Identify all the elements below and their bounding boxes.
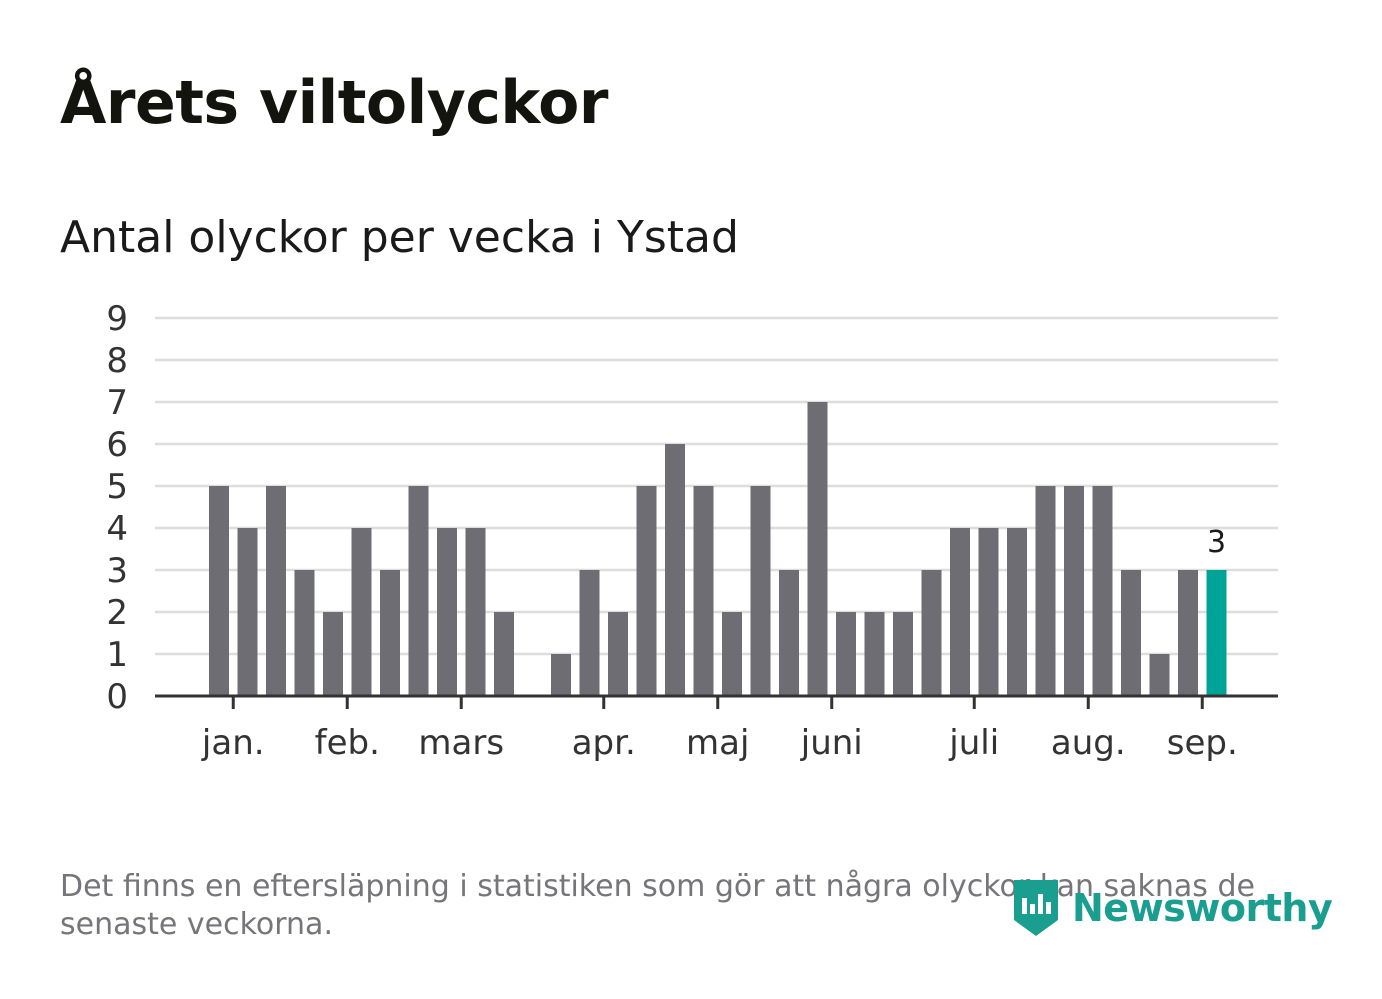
y-tick-label: 9 <box>106 299 128 339</box>
bar <box>807 402 828 696</box>
x-tick-label: jan. <box>201 723 265 763</box>
bar <box>408 486 429 696</box>
bar <box>351 528 372 696</box>
bar <box>636 486 657 696</box>
bar <box>722 612 742 696</box>
y-tick-label: 5 <box>106 467 128 507</box>
bar <box>1178 570 1198 696</box>
bar <box>437 528 457 696</box>
bar <box>551 654 571 696</box>
bar <box>1092 486 1113 696</box>
bar <box>1035 486 1056 696</box>
newsworthy-logo-icon <box>1014 880 1058 936</box>
bar <box>750 486 771 696</box>
x-tick-label: maj <box>686 723 749 763</box>
bar <box>323 612 343 696</box>
x-tick-label: juli <box>948 723 999 763</box>
y-tick-label: 1 <box>106 635 128 675</box>
y-tick-label: 3 <box>106 551 128 591</box>
bar <box>950 528 970 696</box>
bar <box>693 486 714 696</box>
bar <box>209 486 229 696</box>
x-tick-label: feb. <box>315 723 380 763</box>
bar <box>1149 654 1170 696</box>
chart-title: Årets viltolyckor <box>60 68 609 138</box>
highlight-data-label: 3 <box>1207 525 1226 560</box>
bar <box>1007 528 1027 696</box>
x-tick-label: juni <box>800 723 863 763</box>
bar <box>608 612 628 696</box>
bar <box>836 612 856 696</box>
y-tick-label: 4 <box>106 509 128 549</box>
y-tick-label: 6 <box>106 425 128 465</box>
bar <box>864 612 885 696</box>
y-tick-label: 2 <box>106 593 128 633</box>
x-tick-label: sep. <box>1167 723 1238 763</box>
bar <box>237 528 258 696</box>
bar <box>465 528 486 696</box>
bar <box>978 528 999 696</box>
bar <box>579 570 600 696</box>
bar <box>494 612 514 696</box>
chart-subtitle: Antal olyckor per vecka i Ystad <box>60 212 739 263</box>
bar <box>921 570 942 696</box>
x-tick-label: mars <box>418 723 504 763</box>
y-tick-label: 7 <box>106 383 128 423</box>
bar <box>893 612 913 696</box>
bar <box>1064 486 1084 696</box>
bar <box>779 570 799 696</box>
bar <box>1121 570 1141 696</box>
bar <box>380 570 400 696</box>
highlight-bar <box>1206 570 1227 696</box>
x-tick-label: apr. <box>572 723 636 763</box>
x-tick-label: aug. <box>1051 723 1126 763</box>
bar <box>665 444 685 696</box>
y-tick-label: 8 <box>106 341 128 381</box>
brand-name: Newsworthy <box>1072 886 1333 930</box>
bar <box>294 570 315 696</box>
y-tick-label: 0 <box>106 677 128 717</box>
brand-logo: Newsworthy <box>1010 876 1333 940</box>
bar <box>266 486 286 696</box>
